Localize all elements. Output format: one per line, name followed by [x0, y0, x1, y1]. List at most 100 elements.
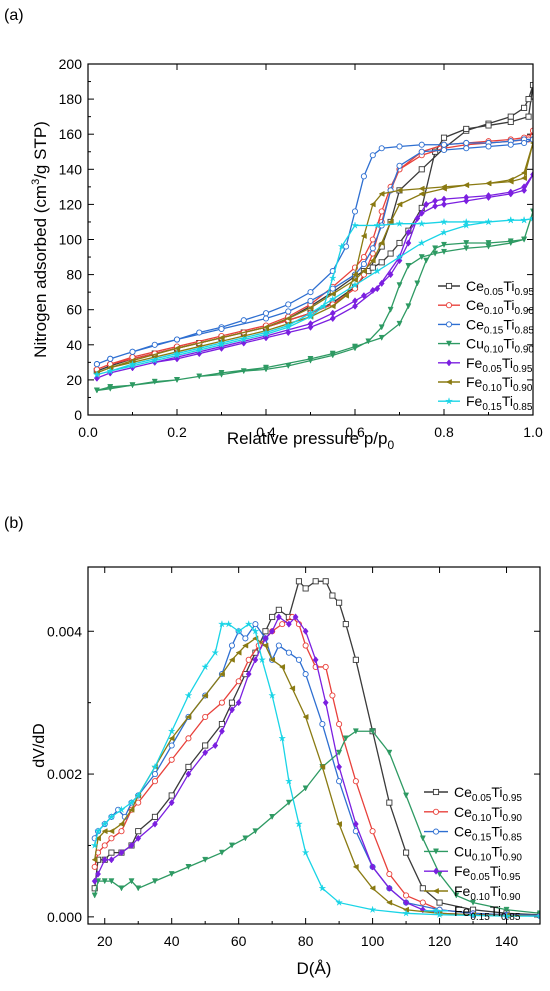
panel-b-series-fe005ti095-point [285, 620, 292, 628]
panel-a-legend: Ce0.05Ti0.95Ce0.10Ti0.90Ce0.15Ti0.85Cu0.… [438, 278, 534, 413]
panel-b-series-ce005ti095-point [419, 885, 426, 892]
panel-a-legend-marker [446, 359, 452, 367]
panel-a-series-cu010ti090-point [262, 364, 270, 371]
panel-a-series-fe010ti090-point [520, 175, 527, 182]
panel-b-series-fe015ti085-point [284, 777, 293, 785]
panel-b-series-fe005ti095-point [302, 627, 309, 635]
panel-a-series-fe005ti095-point [378, 279, 385, 287]
panel-b-series-fe010ti090-point [185, 713, 192, 720]
panel-a-series-cu010ti090-point [129, 382, 136, 389]
panel-a-series-fe005ti095-point [530, 170, 533, 179]
panel-b-series-ce005ti095-point [302, 585, 309, 592]
panel-a-series-fe010ti090-point [520, 169, 527, 176]
panel-a-legend-label: Ce0.10Ti0.90 [466, 297, 534, 317]
panel-b-series-cu010ti090-point [536, 910, 540, 917]
panel-a-series-fe010ti090-point [396, 187, 403, 194]
panel-a-series-cu010ti090-point [151, 378, 158, 385]
panel-b-series-fe015ti085-point [244, 619, 253, 628]
panel-a-x-tick-label: 0.8 [434, 424, 454, 440]
panel-a-y-tick-label: 0 [74, 407, 82, 423]
panel-a-series-ce005ti095-point [485, 122, 492, 129]
panel-a-series-fe015ti085 [92, 214, 533, 378]
panel-b-series-fe005ti095-point [128, 841, 135, 850]
panel-b-legend-label: Ce0.10Ti0.90 [454, 804, 522, 824]
panel-a-series-cu010ti090-point [529, 208, 533, 215]
panel-a-legend-entry: Ce0.05Ti0.95 [438, 278, 534, 298]
panel-a-series-cu010ti090-point [507, 238, 514, 245]
panel-a-series-fe015ti085-point [284, 323, 293, 331]
panel-a-series-fe010ti090-point [396, 201, 403, 208]
panel-b-series-fe010ti090-point [128, 806, 135, 813]
panel-b-series-fe010ti090-point [168, 735, 175, 742]
panel-b-series-fe005ti095-point [235, 699, 242, 707]
panel-b-series-cu010ti090-point [503, 906, 510, 913]
panel-b-series-ce010ti090-point [101, 842, 108, 849]
panel-b-series-ce005ti095-point [312, 578, 319, 585]
panel-a-axes-frame [87, 63, 534, 416]
panel-a-series-cu010ti090-point [107, 385, 114, 392]
panel-b-series-ce010ti090-point [151, 778, 159, 785]
panel-b-legend-label: Ce0.05Ti0.95 [454, 784, 522, 804]
panel-a-series-fe005ti095-point [352, 302, 358, 310]
panel-a-series-ce015ti085-point [440, 146, 448, 154]
panel-a-series-fe010ti090-point [463, 182, 470, 189]
panel-a-series-fe005ti095-line [96, 174, 533, 379]
panel-b-series-ce010ti090-point [118, 828, 125, 835]
panel-b-series-fe015ti085-point [217, 619, 226, 628]
panel-b-series-fe010ti090-point [319, 763, 326, 770]
panel-a-series-ce015ti085-point [129, 348, 136, 355]
panel-a-series-fe015ti085-point [373, 221, 382, 229]
panel-a-series-fe015ti085-point [195, 345, 204, 354]
panel-a-series-ce005ti095-point [369, 264, 376, 271]
panel-a-series-ce015ti085-point [378, 145, 385, 152]
panel-a-series-fe015ti085-point [262, 328, 270, 336]
panel-b-series-ce015ti085-point [336, 778, 343, 785]
panel-b-series-fe015ti085-point [301, 848, 310, 856]
panel-b-series-fe005ti095-point [219, 727, 225, 735]
panel-b-series-fe010ti090-point [118, 821, 125, 828]
panel-a-series-ce005ti095-point [507, 113, 514, 120]
panel-b-series-fe015ti085-point [469, 911, 477, 919]
panel-b-series-fe005ti095-point [185, 770, 192, 778]
panel-b-series-ce010ti090-point [168, 756, 175, 763]
panel-a-series-ce015ti085-point [173, 336, 181, 343]
panel-b-series-fe005ti095-point [212, 741, 219, 750]
panel-a-series-fe005ti095-point [507, 188, 514, 196]
panel-a-series-ce015ti085-point [240, 317, 247, 324]
panel-b-series-cu010ti090-point [135, 885, 142, 892]
panel-a-series-fe015ti085-point [328, 295, 337, 303]
panel-a-series-ce005ti095-point [396, 239, 403, 247]
panel-a-series-ce015ti085-point [307, 289, 314, 296]
panel-a-series-fe010ti090-point [387, 218, 394, 225]
panel-b-series-fe015ti085-point [278, 734, 287, 742]
panel-b-series-fe015ti085-point [294, 819, 303, 828]
panel-b-series-ce005ti095-point [202, 742, 209, 749]
panel-b-series-fe005ti095-point [369, 863, 376, 871]
panel-b-series-ce010ti090-point [91, 863, 98, 870]
panel-b-series-ce005ti095-point [135, 828, 142, 835]
panel-b-series-fe010ti090-point [279, 663, 286, 670]
panel-a-series-ce015ti085 [93, 136, 533, 368]
panel-a-series-fe005ti095-point [369, 286, 376, 294]
panel-a-series-fe005ti095-point [521, 183, 528, 191]
panel-b-series-ce015ti085-point [302, 671, 309, 678]
panel-a-series-fe010ti090-point [378, 190, 385, 197]
panel-b-series-ce005ti095-point [168, 792, 175, 799]
panel-a-series-fe005ti095-point [405, 228, 412, 237]
panel-b-series-fe015ti085-point [94, 827, 102, 835]
panel-a-series-fe010ti090-point [351, 271, 358, 278]
panel-a-legend-marker [445, 302, 453, 309]
panel-b-x-tick-label: 40 [164, 933, 180, 949]
panel-b-legend-entry: Ce0.10Ti0.90 [424, 804, 522, 824]
panel-a-series-fe015ti085-point [306, 312, 315, 321]
panel-a-series-fe015ti085-point [306, 309, 315, 317]
panel-a-series-ce015ti085-point [196, 329, 203, 336]
panel-a-legend-marker [445, 282, 453, 290]
panel-a-x-tick-label: 0.6 [345, 424, 365, 440]
panel-a-series-ce005ti095-point [525, 113, 532, 120]
panel-b-series-fe015ti085-point [268, 691, 277, 699]
panel-b-series-fe005ti095-point [386, 884, 393, 892]
panel-b-series-fe005ti095-point [312, 656, 319, 664]
panel-b-legend-marker [432, 906, 440, 915]
panel-b-series-cu010ti090-point [302, 785, 309, 792]
